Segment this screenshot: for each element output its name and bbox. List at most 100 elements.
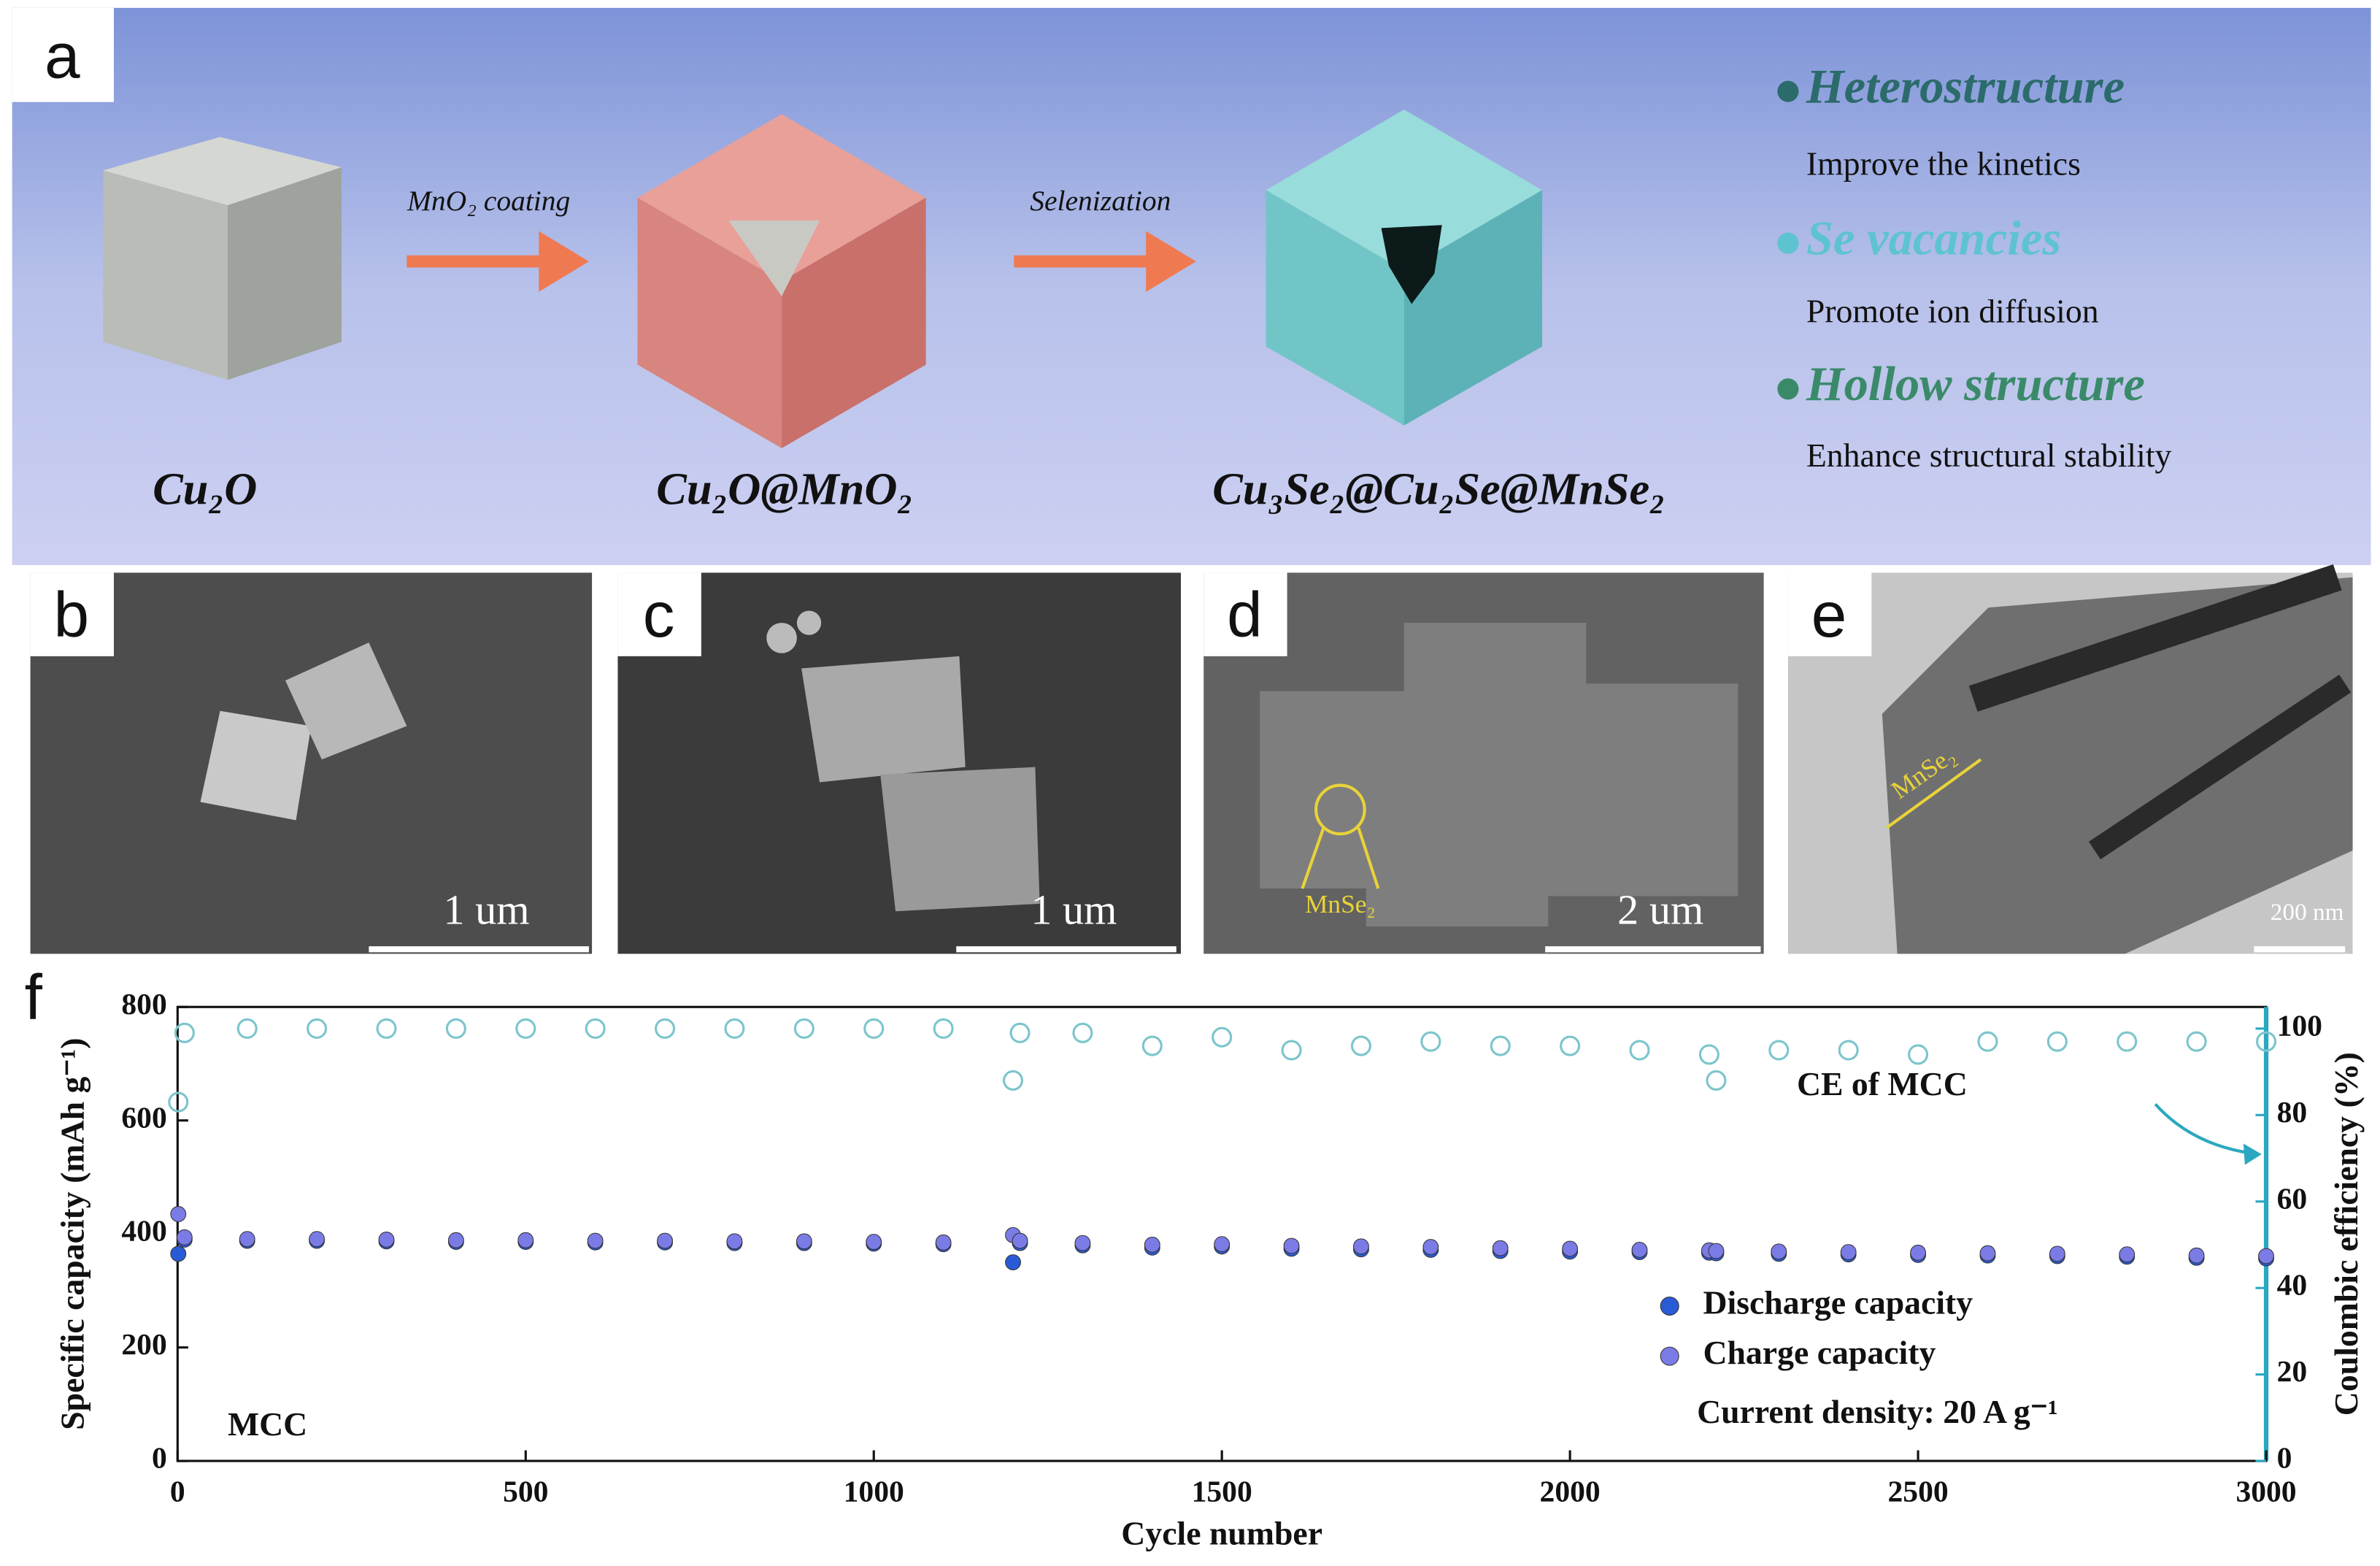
label-box [12,7,114,102]
data-point [2046,1031,2068,1052]
label-box [617,572,701,656]
data-point [2117,1031,2138,1052]
data-point [1631,1242,1648,1258]
data-point [1771,1243,1787,1260]
data-point [239,1231,255,1248]
data-point [655,1018,676,1039]
data-point [1072,1022,1093,1043]
annotation-marker [1301,783,1380,889]
data-point [1492,1240,1509,1256]
material-label: Cu₂O@MnO₂ [656,464,913,515]
data-point [863,1018,885,1039]
data-point [168,1091,189,1113]
feature-text: Enhance structural stability [1806,437,2172,474]
panel-label: e [1811,579,1847,650]
annotation: MnSe₂ [1305,889,1376,918]
cu2o-mno2-cube [637,114,926,448]
data-point [2258,1248,2274,1264]
x-tick-label: 0 [170,1474,185,1508]
y2-tick-label: 100 [2277,1008,2322,1042]
particle-shadow [1882,564,2353,954]
panel-label: f [25,962,43,1033]
feature-title: Heterostructure [1806,60,2125,113]
data-point [170,1245,187,1262]
y-axis-label: Specific capacity (mAh g⁻¹) [53,1038,90,1430]
y-tick-label: 600 [121,1100,166,1134]
data-point [724,1018,745,1039]
series-label: CE of MCC [1797,1065,1968,1102]
bullet [1777,232,1799,254]
panel-label: b [53,579,89,650]
arrow [407,231,1196,292]
data-point [1420,1031,1441,1052]
data-point [657,1232,673,1249]
data-point [376,1018,397,1039]
data-point [1283,1237,1300,1254]
data-point [1141,1035,1163,1056]
data-point [726,1233,743,1250]
feature-title: Hollow structure [1806,358,2145,411]
annotation: Current density: 20 A g⁻¹ [1697,1393,2058,1430]
data-point [1350,1035,1371,1056]
scale-bar-label: 200 nm [2271,899,2344,926]
scale-bar-label: 2 um [1617,886,1703,934]
feature-text: Promote ion diffusion [1806,292,2099,329]
data-point [170,1206,187,1222]
scale-bar-label: 1 um [444,886,530,934]
y-tick-label: 400 [121,1214,166,1248]
data-point [796,1233,812,1250]
data-point [517,1232,534,1248]
x-tick-label: 1000 [844,1474,904,1508]
cube-particles [200,642,407,821]
data-point [1144,1237,1160,1253]
data-point [1074,1235,1091,1251]
panel-a-background [12,7,2371,566]
y2-tick-label: 20 [2277,1354,2308,1388]
scale-bar-label: 1 um [1031,886,1117,934]
selenide-cube [1266,110,1542,426]
y-tick-label: 800 [121,987,166,1021]
step-label: MnO₂ coating [407,185,570,217]
feature-text: Improve the kinetics [1806,145,2081,183]
data-point [1708,1243,1725,1259]
data-point [2186,1031,2207,1052]
data-point [1910,1244,1926,1261]
panel-label: c [643,579,675,650]
x-tick-label: 3000 [2235,1474,2296,1508]
label-box [1787,572,1872,656]
micro-labels: b 1 um c 1 um d 2 um e 200 nm [30,572,2346,953]
data-point [1840,1244,1857,1260]
data-point [933,1018,954,1039]
label-box [30,572,114,656]
data-point [587,1232,604,1249]
y2-tick-label: 60 [2277,1181,2308,1215]
legend-label: Discharge capacity [1703,1283,1973,1321]
data-point [1281,1040,1302,1061]
data-point [1002,1070,1024,1091]
data-point [2049,1245,2065,1262]
data-point [1212,1026,1233,1048]
data-point [1009,1022,1031,1043]
data-point [176,1229,193,1245]
x-axis-label: Cycle number [1121,1515,1322,1552]
data-point [1838,1040,1859,1061]
data-point [447,1232,464,1248]
data-point [174,1022,195,1043]
cube-particles [766,610,1040,912]
data-point [1706,1070,1727,1091]
data-point [1768,1040,1790,1061]
y2-tick-label: 80 [2277,1095,2308,1129]
y2-axis-label: Coulombic efficiency (%) [2327,1052,2365,1416]
bullet [1777,378,1799,400]
data-point [2188,1247,2205,1264]
data-point [793,1018,814,1039]
chart: 0 500 1000 1500 2000 2500 30000200400600800020… [53,987,2364,1552]
data-point [307,1018,328,1039]
material-label: Cu₃Se₂@Cu₂Se@MnSe₂ [1212,464,1665,515]
x-tick-label: 2000 [1540,1474,1601,1508]
data-point [585,1018,606,1039]
data-point [1979,1245,1996,1262]
y2-tick-label: 40 [2277,1268,2308,1302]
legend-marker [1660,1346,1679,1366]
